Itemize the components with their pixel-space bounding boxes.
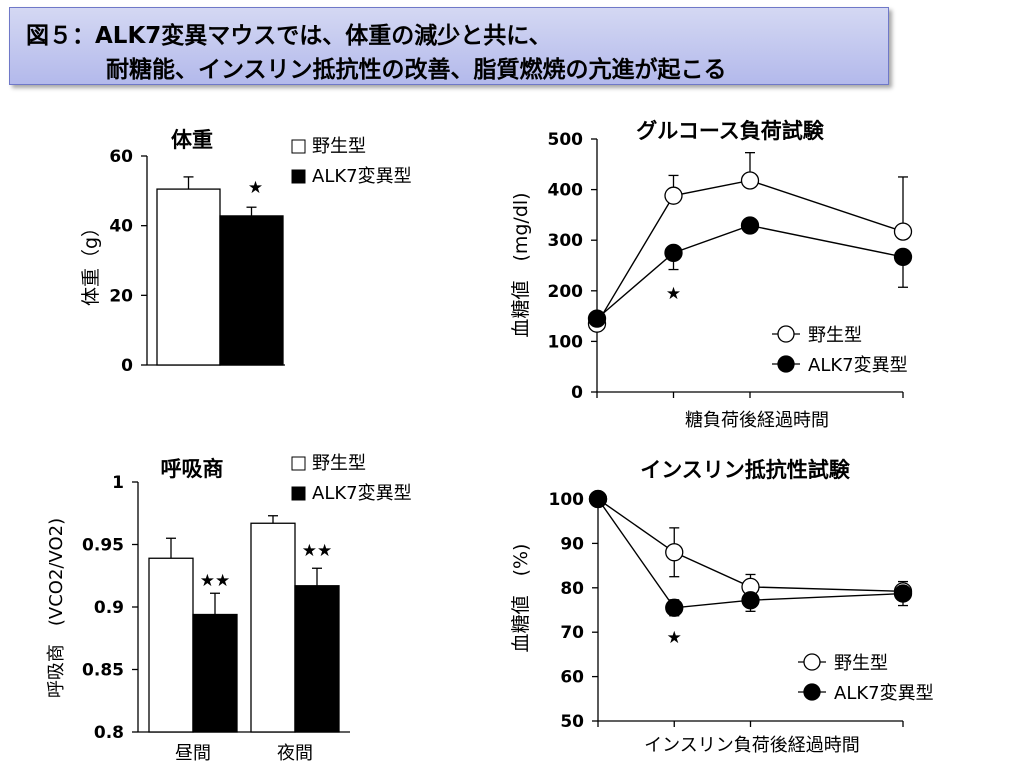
legend-swatch-1: [291, 486, 306, 501]
y-tick-label: 0.8: [94, 723, 124, 743]
bar: [294, 585, 340, 733]
legend-label-0: 野生型: [312, 136, 366, 157]
bar: [192, 613, 238, 733]
title-line-2: 耐糖能、インスリン抵抗性の改善、脂質燃焼の亢進が起こる: [106, 57, 727, 83]
data-point: [893, 247, 913, 267]
x-axis-label: インスリン負荷後経過時間: [644, 735, 860, 756]
series-line-1: [597, 498, 904, 609]
y-tick-label: 0: [571, 383, 583, 403]
y-tick-label: 0.95: [82, 536, 124, 556]
bar: [148, 557, 194, 733]
series-line-0: [596, 179, 904, 325]
series-line-0: [597, 498, 904, 593]
data-point: [740, 216, 760, 235]
series-line-1: [596, 224, 904, 320]
y-tick-label: 60: [560, 668, 584, 688]
legend-label-1: ALK7変異型: [312, 166, 412, 187]
y-tick-label: 70: [560, 623, 584, 643]
legend-marker-0: [777, 325, 795, 343]
chart-title: 体重: [171, 128, 213, 152]
significance-star: ★: [667, 628, 682, 648]
significance-star: ★★: [302, 541, 332, 561]
y-axis-label: 体重（g）: [80, 218, 102, 306]
y-tick-label: 0.85: [82, 661, 124, 681]
legend-label-1: ALK7変異型: [834, 683, 934, 704]
data-point: [665, 543, 684, 562]
y-axis-label: 呼吸商 (VCO2/VO2): [46, 518, 67, 698]
y-tick-label: 500: [548, 130, 584, 150]
bar: [156, 188, 221, 366]
legend-swatch-0: [291, 139, 306, 154]
legend-marker-1: [803, 683, 821, 701]
chart-title: グルコース負荷試験: [636, 119, 825, 143]
x-tick-label: 夜間: [277, 743, 313, 764]
y-tick-label: 40: [109, 217, 133, 237]
legend-label-1: ALK7変異型: [312, 483, 412, 504]
y-tick-label: 300: [548, 231, 584, 251]
y-tick-label: 60: [109, 147, 133, 167]
y-tick-label: 0: [121, 356, 133, 376]
data-point: [665, 598, 684, 617]
data-point: [893, 222, 913, 241]
y-tick-label: 100: [548, 332, 584, 352]
data-point: [664, 186, 683, 205]
title-line-1: 図５：ALK7変異マウスでは、体重の減少と共に、: [26, 23, 552, 49]
bar: [250, 522, 296, 733]
legend-label-1: ALK7変異型: [808, 355, 908, 376]
legend-label-0: 野生型: [312, 453, 366, 474]
x-axis-label: 糖負荷後経過時間: [685, 410, 829, 431]
data-point: [741, 591, 760, 610]
chart-title: 呼吸商: [161, 457, 224, 481]
bar: [219, 215, 284, 366]
data-point: [664, 243, 683, 263]
significance-star: ★★: [200, 571, 230, 591]
legend-swatch-1: [291, 169, 306, 184]
significance-star: ★: [666, 284, 681, 304]
y-tick-label: 20: [109, 286, 133, 306]
y-tick-label: 200: [548, 282, 584, 302]
title-banner: 図５：ALK7変異マウスでは、体重の減少と共に、 耐糖能、インスリン抵抗性の改善…: [9, 7, 889, 85]
legend-marker-0: [803, 653, 821, 671]
data-point: [740, 171, 760, 190]
legend-label-0: 野生型: [834, 653, 888, 674]
y-tick-label: 50: [560, 712, 584, 732]
legend-label-0: 野生型: [808, 325, 862, 346]
legend-swatch-0: [291, 456, 306, 471]
x-tick-label: 昼間: [175, 743, 211, 764]
y-axis-label: 血糖値 (mg/dl): [510, 192, 532, 337]
y-tick-label: 400: [548, 181, 584, 201]
data-point: [893, 584, 913, 603]
y-axis-label: 血糖値 (%): [510, 544, 532, 653]
y-tick-label: 80: [560, 579, 584, 599]
y-tick-label: 1: [112, 473, 124, 493]
data-point: [588, 489, 608, 509]
y-tick-label: 100: [549, 490, 585, 510]
chart-title: インスリン抵抗性試験: [640, 458, 851, 482]
data-point: [587, 309, 607, 328]
legend-marker-1: [777, 355, 795, 373]
significance-star: ★: [248, 178, 263, 198]
y-tick-label: 90: [560, 534, 584, 554]
y-tick-label: 0.9: [94, 598, 124, 618]
